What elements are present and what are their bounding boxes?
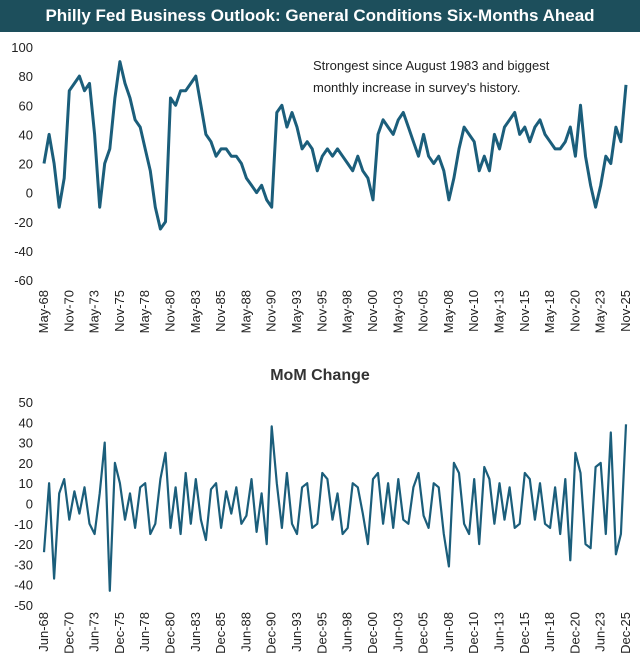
x-tick-label: May-83 bbox=[188, 290, 203, 333]
x-tick-label: May-08 bbox=[441, 290, 456, 333]
x-tick-label: Jun-98 bbox=[340, 612, 355, 652]
x-tick-label: May-18 bbox=[542, 290, 557, 333]
y-tick-label: 10 bbox=[19, 476, 33, 491]
x-tick-label: May-88 bbox=[238, 290, 253, 333]
y-tick-label: -40 bbox=[14, 578, 33, 593]
y-tick-label: 30 bbox=[19, 436, 33, 451]
y-tick-label: 80 bbox=[19, 69, 33, 84]
x-tick-label: Dec-95 bbox=[314, 612, 329, 654]
y-tick-label: -10 bbox=[14, 517, 33, 532]
x-tick-label: Jun-73 bbox=[87, 612, 102, 652]
y-tick-label: 50 bbox=[19, 395, 33, 410]
x-tick-label: Dec-25 bbox=[618, 612, 633, 654]
x-tick-label: May-03 bbox=[390, 290, 405, 333]
x-tick-label: Jun-08 bbox=[441, 612, 456, 652]
x-tick-label: May-68 bbox=[36, 290, 51, 333]
chart-title: MoM Change bbox=[270, 367, 370, 384]
x-tick-label: Jun-83 bbox=[188, 612, 203, 652]
x-tick-label: Dec-15 bbox=[517, 612, 532, 654]
y-tick-label: -20 bbox=[14, 537, 33, 552]
x-tick-label: Jun-78 bbox=[137, 612, 152, 652]
y-tick-label: 40 bbox=[19, 127, 33, 142]
y-tick-label: 0 bbox=[26, 186, 33, 201]
x-tick-label: Nov-85 bbox=[213, 290, 228, 332]
x-tick-label: Jun-93 bbox=[289, 612, 304, 652]
x-tick-label: Dec-05 bbox=[416, 612, 431, 654]
x-tick-label: Nov-75 bbox=[112, 290, 127, 332]
y-tick-label: -50 bbox=[14, 598, 33, 613]
line bbox=[42, 60, 628, 231]
line bbox=[42, 424, 628, 592]
x-tick-label: Dec-80 bbox=[163, 612, 178, 654]
x-tick-label: Nov-10 bbox=[466, 290, 481, 332]
y-tick-label: 40 bbox=[19, 415, 33, 430]
x-tick-label: Nov-20 bbox=[567, 290, 582, 332]
x-tick-label: Dec-70 bbox=[61, 612, 76, 654]
x-tick-label: May-98 bbox=[340, 290, 355, 333]
x-tick-label: Nov-05 bbox=[416, 290, 431, 332]
x-tick-label: Jun-88 bbox=[238, 612, 253, 652]
x-tick-label: Dec-10 bbox=[466, 612, 481, 654]
y-tick-label: -20 bbox=[14, 215, 33, 230]
x-tick-label: Dec-75 bbox=[112, 612, 127, 654]
x-tick-label: May-73 bbox=[87, 290, 102, 333]
x-tick-label: Jun-03 bbox=[390, 612, 405, 652]
x-tick-label: May-93 bbox=[289, 290, 304, 333]
x-tick-label: May-23 bbox=[593, 290, 608, 333]
chart-title: Philly Fed Business Outlook: General Con… bbox=[0, 0, 640, 32]
x-tick-label: Nov-70 bbox=[61, 290, 76, 332]
x-tick-label: Nov-80 bbox=[163, 290, 178, 332]
x-tick-label: Nov-95 bbox=[314, 290, 329, 332]
y-tick-label: 60 bbox=[19, 98, 33, 113]
x-tick-label: Jun-68 bbox=[36, 612, 51, 652]
y-tick-label: 100 bbox=[11, 40, 33, 55]
y-tick-label: -30 bbox=[14, 557, 33, 572]
x-tick-label: Dec-00 bbox=[365, 612, 380, 654]
x-tick-label: May-13 bbox=[491, 290, 506, 333]
y-tick-label: 0 bbox=[26, 497, 33, 512]
x-tick-label: Dec-90 bbox=[264, 612, 279, 654]
y-tick-label: 20 bbox=[19, 157, 33, 172]
x-tick-label: Dec-85 bbox=[213, 612, 228, 654]
y-tick-label: 20 bbox=[19, 456, 33, 471]
x-tick-label: Dec-20 bbox=[567, 612, 582, 654]
x-tick-label: May-78 bbox=[137, 290, 152, 333]
x-tick-label: Nov-00 bbox=[365, 290, 380, 332]
x-tick-label: Jun-18 bbox=[542, 612, 557, 652]
x-tick-label: Nov-15 bbox=[517, 290, 532, 332]
y-tick-label: -40 bbox=[14, 244, 33, 259]
x-tick-label: Jun-23 bbox=[593, 612, 608, 652]
y-tick-label: -60 bbox=[14, 273, 33, 288]
annotation: Strongest since August 1983 and biggest bbox=[313, 58, 550, 73]
x-tick-label: Nov-90 bbox=[264, 290, 279, 332]
x-tick-label: Nov-25 bbox=[618, 290, 633, 332]
x-tick-label: Jun-13 bbox=[491, 612, 506, 652]
annotation: monthly increase in survey's history. bbox=[313, 80, 520, 95]
